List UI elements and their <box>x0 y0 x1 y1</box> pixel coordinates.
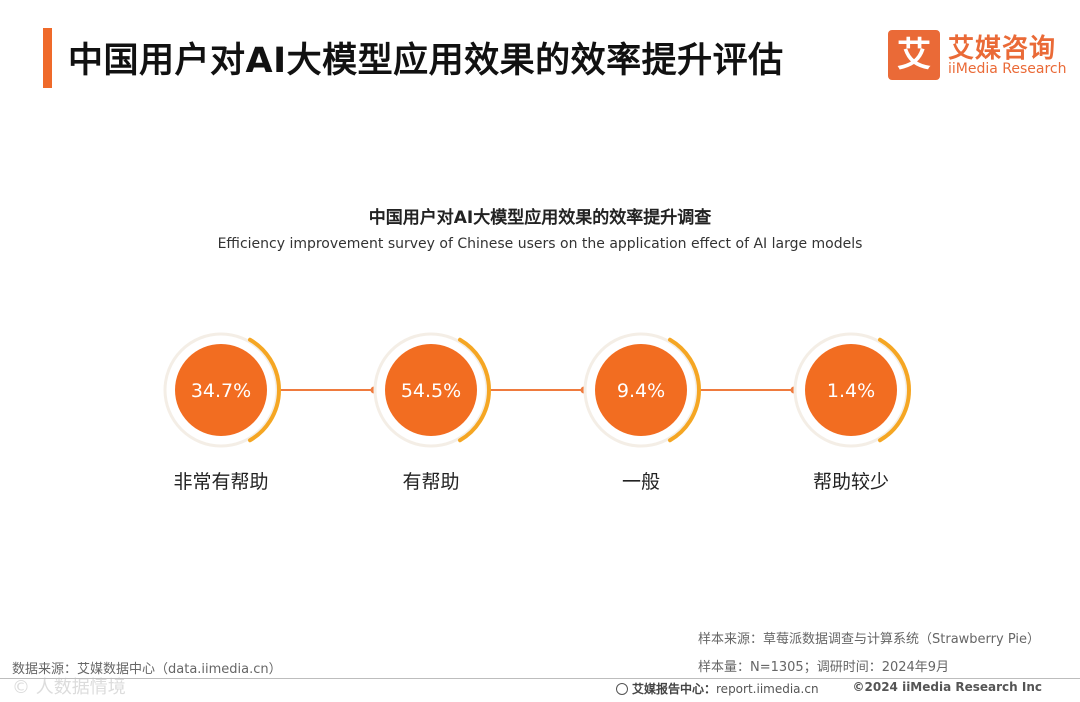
value-circle <box>175 344 267 436</box>
title-accent-bar <box>43 28 52 88</box>
accent-arc <box>248 337 281 443</box>
globe-icon <box>616 683 628 695</box>
category-label: 一般 <box>622 471 660 493</box>
footer-divider <box>0 678 1080 679</box>
data-label: 1.4% <box>827 380 875 402</box>
data-label: 54.5% <box>401 380 461 402</box>
sample-source-text: 样本来源：草莓派数据调查与计算系统（Strawberry Pie） <box>698 632 1040 647</box>
footer-copyright: ©2024 iiMedia Research Inc <box>852 680 1043 694</box>
page-title: 中国用户对AI大模型应用效果的效率提升评估 <box>68 41 784 81</box>
data-source-text: 数据来源：艾媒数据中心（data.iimedia.cn） <box>12 662 282 677</box>
value-circle <box>805 344 897 436</box>
data-label: 34.7% <box>191 380 251 402</box>
data-label: 9.4% <box>617 380 665 402</box>
chart-title: 中国用户对AI大模型应用效果的效率提升调查 <box>368 208 712 228</box>
sample-size-text: 样本量：N=1305；调研时间：2024年9月 <box>698 660 950 675</box>
logo-cn-text: 艾媒咨询 <box>948 34 1057 64</box>
logo-en-text: iiMedia Research <box>948 61 1067 77</box>
watermark-text: © 人数据情境 <box>12 677 126 698</box>
footer-report-label: 艾媒报告中心： <box>632 682 717 696</box>
circle-chart: 34.7% 非常有帮助 54.5% 有帮助 9.4% 一般 1.4% 帮助较少 <box>163 332 911 493</box>
category-label: 非常有帮助 <box>173 471 268 493</box>
iimedia-logo: 艾 艾媒咨询 iiMedia Research <box>888 28 1068 84</box>
value-circle <box>595 344 687 436</box>
source-notes: 样本来源：草莓派数据调查与计算系统（Strawberry Pie） 样本量：N=… <box>698 626 1040 682</box>
logo-mark-icon: 艾 <box>888 30 940 80</box>
footer-report: 艾媒报告中心：report.iimedia.cn <box>616 680 819 697</box>
accent-arc <box>458 337 491 443</box>
accent-arc <box>878 337 911 443</box>
accent-arc <box>668 337 701 443</box>
chart-subtitle: Efficiency improvement survey of Chinese… <box>217 236 863 252</box>
footer-report-url[interactable]: report.iimedia.cn <box>716 682 819 696</box>
category-label: 帮助较少 <box>813 471 889 493</box>
category-label: 有帮助 <box>402 471 459 493</box>
value-circle <box>385 344 477 436</box>
